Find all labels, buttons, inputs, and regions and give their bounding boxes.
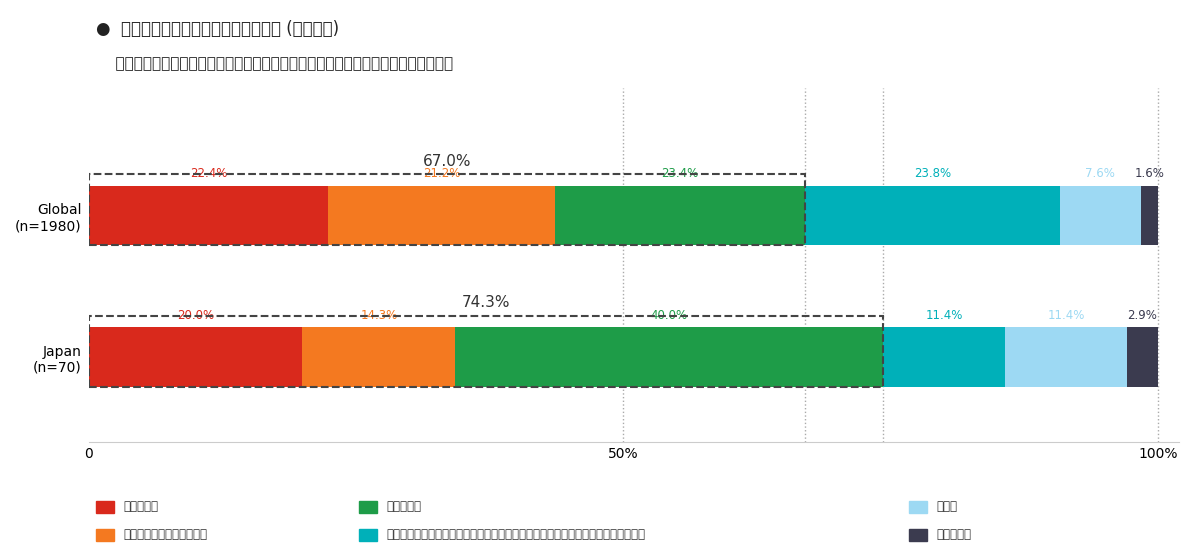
- Bar: [1060, 185, 1141, 245]
- Bar: [456, 328, 883, 387]
- Bar: [89, 185, 328, 245]
- Text: 23.8%: 23.8%: [914, 167, 951, 180]
- Bar: [883, 328, 1005, 387]
- Text: 11.4%: 11.4%: [926, 309, 963, 321]
- Text: いいえ、しかし攻撃者から顧客やビジネスパートナーへ連絡すると脅迫されました: いいえ、しかし攻撃者から顧客やビジネスパートナーへ連絡すると脅迫されました: [386, 528, 646, 542]
- Bar: [1005, 328, 1127, 387]
- Text: 23.4%: 23.4%: [661, 167, 698, 180]
- Text: はい－顧客: はい－顧客: [123, 500, 158, 514]
- Bar: [89, 328, 303, 387]
- Text: 67.0%: 67.0%: [422, 153, 471, 169]
- Text: 攻撃者は、ご勤務先のデータ侵害を顧客やビジネスパートナーに知らせましたか？: 攻撃者は、ご勤務先のデータ侵害を顧客やビジネスパートナーに知らせましたか？: [96, 56, 453, 71]
- Text: ●  顧客やビジネスパートナーへの連絡 (四重脅迫): ● 顧客やビジネスパートナーへの連絡 (四重脅迫): [96, 20, 338, 38]
- Text: 14.3%: 14.3%: [360, 309, 397, 321]
- Text: 11.4%: 11.4%: [1048, 309, 1085, 321]
- Text: 7.6%: 7.6%: [1085, 167, 1115, 180]
- Bar: [1127, 328, 1158, 387]
- Text: 22.4%: 22.4%: [190, 167, 227, 180]
- Text: 1.6%: 1.6%: [1135, 167, 1165, 180]
- Text: はい－ビジネスパートナー: はい－ビジネスパートナー: [123, 528, 207, 542]
- Bar: [328, 185, 555, 245]
- Text: 21.2%: 21.2%: [423, 167, 460, 180]
- Text: 2.9%: 2.9%: [1128, 309, 1158, 321]
- Bar: [805, 185, 1060, 245]
- Bar: [1141, 185, 1158, 245]
- Text: 20.0%: 20.0%: [177, 309, 214, 321]
- Text: いいえ: いいえ: [936, 500, 958, 514]
- Bar: [303, 328, 456, 387]
- Text: わからない: わからない: [936, 528, 971, 542]
- Bar: [89, 174, 805, 245]
- Text: 74.3%: 74.3%: [462, 295, 511, 310]
- Bar: [555, 185, 805, 245]
- Text: はい・両方: はい・両方: [386, 500, 421, 514]
- Text: 40.0%: 40.0%: [651, 309, 688, 321]
- Bar: [89, 316, 883, 387]
